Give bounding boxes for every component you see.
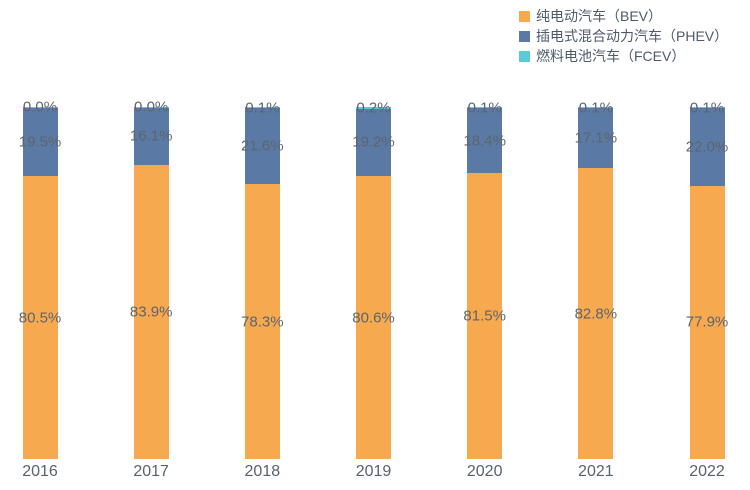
bar-segment-bev-2016[interactable]: [22, 176, 58, 459]
bar-segment-fcev-2021[interactable]: [578, 106, 614, 109]
legend-label-bev: 纯电动汽车（BEV）: [536, 8, 663, 24]
bar-segment-phev-2019[interactable]: [356, 108, 391, 177]
x-axis-label-2017: 2017: [133, 463, 169, 480]
bar-segment-fcev-2019[interactable]: [356, 107, 391, 109]
bar-segment-phev-2020[interactable]: [467, 108, 503, 173]
bar-segment-bev-2017[interactable]: [133, 164, 169, 459]
legend-swatch-fcev: [519, 51, 530, 62]
bar-segment-phev-2018[interactable]: [244, 108, 280, 185]
legend-swatch-phev: [519, 31, 530, 42]
bar-segment-bev-2018[interactable]: [244, 184, 280, 459]
bar-segment-phev-2016[interactable]: [22, 108, 58, 177]
bar-segment-fcev-2017[interactable]: [133, 106, 169, 108]
x-axis-label-2020: 2020: [466, 463, 503, 480]
bar-segment-fcev-2018[interactable]: [244, 106, 280, 109]
x-axis-label-2022: 2022: [689, 463, 725, 480]
bar-segment-phev-2022[interactable]: [689, 108, 725, 186]
bar-segment-phev-2017[interactable]: [133, 108, 169, 165]
legend-label-phev: 插电式混合动力汽车（PHEV）: [536, 28, 729, 44]
bar-segment-fcev-2022[interactable]: [689, 106, 725, 109]
legend-swatch-bev: [519, 11, 530, 22]
bar-segment-bev-2019[interactable]: [356, 176, 391, 459]
bar-segment-fcev-2020[interactable]: [467, 106, 503, 109]
bar-segment-bev-2021[interactable]: [578, 168, 614, 459]
bar-segment-bev-2020[interactable]: [467, 172, 503, 459]
x-axis-label-2016: 2016: [22, 463, 58, 480]
x-axis-label-2018: 2018: [244, 463, 281, 480]
bar-segment-bev-2022[interactable]: [689, 185, 725, 459]
bar-segment-fcev-2016[interactable]: [22, 106, 58, 108]
bar-segment-phev-2021[interactable]: [578, 108, 614, 169]
legend-item-bev[interactable]: 纯电动汽车（BEV）: [519, 9, 728, 24]
legend-label-fcev: 燃料电池汽车（FCEV）: [536, 48, 686, 64]
legend: 纯电动汽车（BEV） 插电式混合动力汽车（PHEV） 燃料电池汽车（FCEV）: [519, 9, 728, 64]
legend-item-phev[interactable]: 插电式混合动力汽车（PHEV）: [519, 29, 728, 44]
x-axis-label-2019: 2019: [355, 463, 392, 480]
x-axis-label-2021: 2021: [578, 463, 614, 480]
legend-item-fcev[interactable]: 燃料电池汽车（FCEV）: [519, 49, 728, 64]
